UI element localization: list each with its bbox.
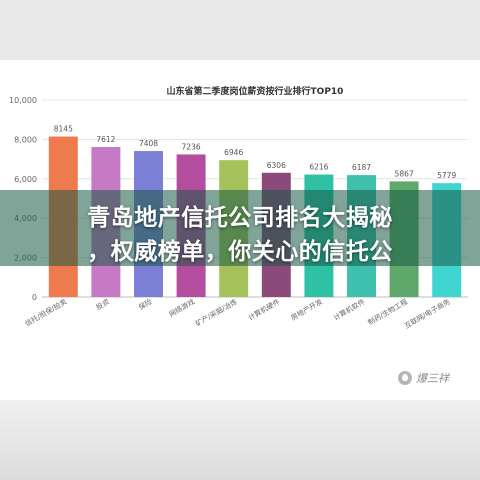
value-label: 6946 (224, 148, 243, 157)
y-tick-label: 0 (32, 293, 37, 302)
x-tick-label: 矿产/采掘/冶炼 (194, 297, 239, 328)
value-label: 5779 (437, 171, 456, 180)
headline-line-1: 青岛地产信托公司排名大揭秘 (87, 205, 393, 231)
x-tick-label: 互联网/电子商务 (403, 297, 452, 330)
x-tick-label: 网络游戏 (167, 297, 196, 319)
x-tick-label: 计算机软件 (332, 297, 367, 322)
avatar-icon (398, 371, 412, 385)
y-tick-label: 10,000 (9, 96, 37, 105)
x-axis-ticks: 信托/担保/拍卖 投资 保险 网络游戏矿产/采掘/冶炼 计算机硬件 房地产开发 计算机软件制… (23, 297, 451, 330)
x-tick-label: 计算机硬件 (246, 297, 281, 322)
x-tick-label: 信托/担保/拍卖 (23, 297, 68, 328)
x-tick-label: 房地产开发 (289, 297, 324, 322)
x-tick-label: 投资 (94, 297, 111, 312)
value-label: 6216 (309, 163, 328, 172)
value-labels: 8145 7612 7408 7236 6946 6306 6216 6187 5867 5779 (54, 125, 457, 181)
headline-banner: 青岛地产信托公司排名大揭秘 ，权威榜单，你关心的信托公 (0, 190, 480, 266)
x-tick-label: 保险 (137, 297, 154, 312)
y-tick-label: 8,000 (14, 135, 37, 144)
value-label: 7236 (182, 142, 201, 151)
value-label: 7612 (96, 135, 115, 144)
value-label: 5867 (395, 169, 414, 178)
value-label: 7408 (139, 139, 158, 148)
value-label: 6306 (267, 161, 286, 170)
chart-title: 山东省第二季度岗位薪资按行业排行TOP10 (167, 85, 344, 97)
watermark-text: 爆三祥 (416, 372, 449, 385)
value-label: 8145 (54, 125, 73, 134)
source-watermark: 爆三祥 (398, 369, 449, 387)
bottom-shadow (0, 400, 480, 480)
y-tick-label: 6,000 (14, 175, 37, 184)
value-label: 6187 (352, 163, 371, 172)
x-tick-label: 制药/生物工程 (366, 297, 409, 327)
headline-line-2: ，权威榜单，你关心的信托公 (87, 239, 393, 265)
